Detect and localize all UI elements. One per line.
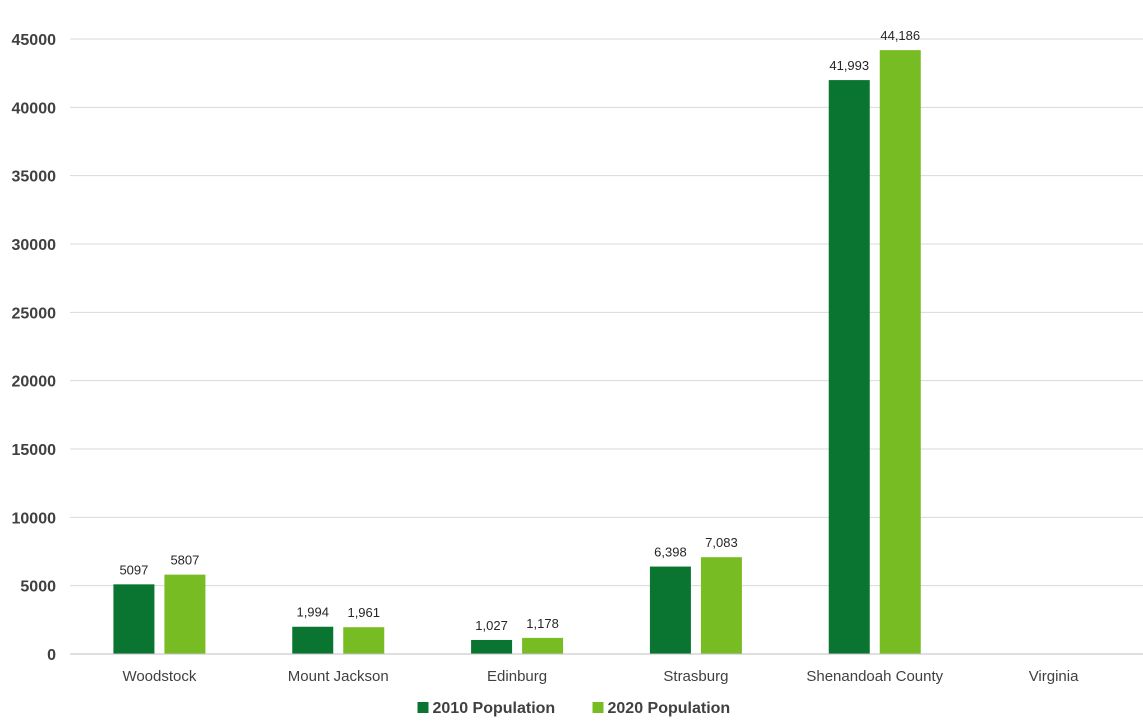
data-label: 5097 xyxy=(119,562,148,577)
data-label: 1,027 xyxy=(475,618,508,633)
x-tick-label: Strasburg xyxy=(663,668,728,685)
y-tick-label: 20000 xyxy=(12,374,57,391)
data-label: 41,993 xyxy=(829,58,869,73)
bar xyxy=(164,574,206,654)
bar xyxy=(343,627,385,654)
bar xyxy=(471,639,513,654)
x-tick-label: Mount Jackson xyxy=(288,668,389,685)
bar xyxy=(292,626,334,654)
y-tick-label: 15000 xyxy=(12,442,57,459)
data-label: 6,398 xyxy=(654,545,687,560)
y-axis-ticks: 0 5000 10000 15000 20000 25000 30000 35000 40000… xyxy=(12,32,57,664)
y-tick-label: 35000 xyxy=(12,169,57,186)
legend-swatch xyxy=(592,702,604,713)
data-label: 7,083 xyxy=(705,535,738,550)
x-tick-label: Edinburg xyxy=(487,668,547,685)
y-tick-label: 10000 xyxy=(12,510,57,527)
data-label: 1,994 xyxy=(296,605,329,620)
bar xyxy=(649,566,691,654)
bars xyxy=(113,50,921,655)
y-tick-label: 45000 xyxy=(12,32,57,49)
bar xyxy=(879,50,921,654)
y-tick-label: 25000 xyxy=(12,305,57,322)
x-axis-ticks: Woodstock Mount Jackson Edinburg Strasburg S… xyxy=(122,668,1079,685)
x-tick-label: Woodstock xyxy=(122,668,196,685)
legend-swatch xyxy=(417,702,429,713)
y-tick-label: 40000 xyxy=(12,100,57,117)
gridlines xyxy=(70,38,1143,587)
legend: 2010 Population 2020 Population xyxy=(417,700,731,717)
bar xyxy=(700,557,742,654)
x-tick-label: Virginia xyxy=(1029,668,1079,685)
data-label: 44,186 xyxy=(880,28,920,43)
legend-label: 2020 Population xyxy=(608,700,731,717)
legend-label: 2010 Population xyxy=(433,700,556,717)
data-label: 5807 xyxy=(170,553,199,568)
x-tick-label: Shenandoah County xyxy=(806,668,943,685)
data-label: 1,961 xyxy=(347,605,380,620)
data-labels: 5097 5807 1,994 1,961 1,027 1,178 6,398 7,083 41… xyxy=(119,28,920,633)
bar xyxy=(522,637,564,654)
bar xyxy=(113,584,155,654)
y-tick-label: 30000 xyxy=(12,237,57,254)
data-label: 1,178 xyxy=(526,616,559,631)
y-tick-label: 0 xyxy=(47,647,56,664)
bar xyxy=(828,80,870,655)
y-tick-label: 5000 xyxy=(20,579,56,596)
